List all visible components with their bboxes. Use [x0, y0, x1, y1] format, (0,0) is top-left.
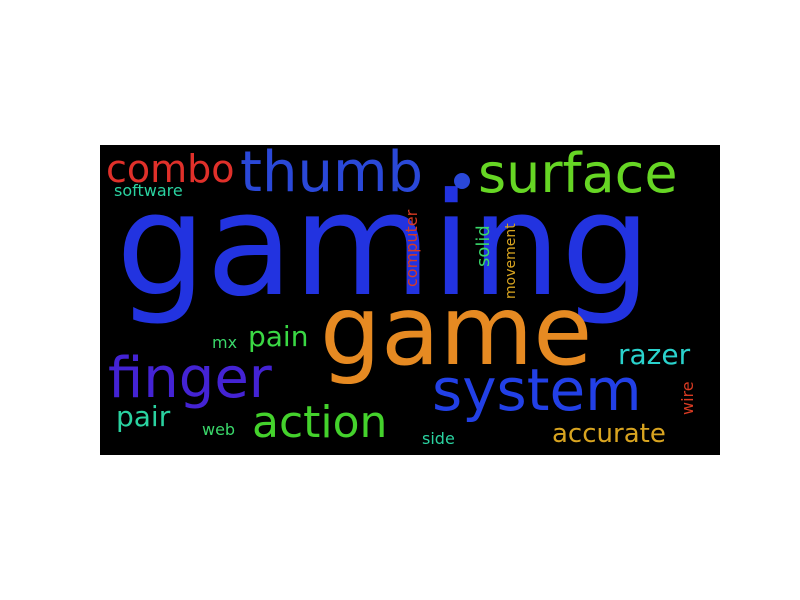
word-software: software: [114, 181, 183, 200]
word-thumb: thumb: [240, 145, 424, 205]
word-solid: solid: [473, 225, 494, 267]
word-web: web: [202, 420, 236, 439]
word-computer: computer: [402, 209, 421, 287]
word-movement: movement: [503, 223, 519, 299]
word-mx: mx: [212, 333, 238, 352]
dot-mark: [454, 173, 470, 189]
word-accurate: accurate: [552, 419, 666, 449]
word-pain: pain: [248, 320, 309, 353]
word-pair: pair: [116, 400, 171, 433]
word-action: action: [252, 397, 388, 448]
word-cloud: gaming game thumb surface finger system …: [100, 145, 720, 455]
word-razer: razer: [618, 338, 691, 371]
word-combo: combo: [106, 147, 235, 191]
word-game: game: [320, 275, 593, 387]
word-surface: surface: [478, 145, 678, 205]
word-finger: finger: [108, 346, 272, 411]
word-gaming: gaming: [116, 163, 652, 328]
word-system: system: [432, 356, 642, 424]
word-wire: wire: [678, 381, 697, 415]
word-side: side: [422, 429, 455, 448]
